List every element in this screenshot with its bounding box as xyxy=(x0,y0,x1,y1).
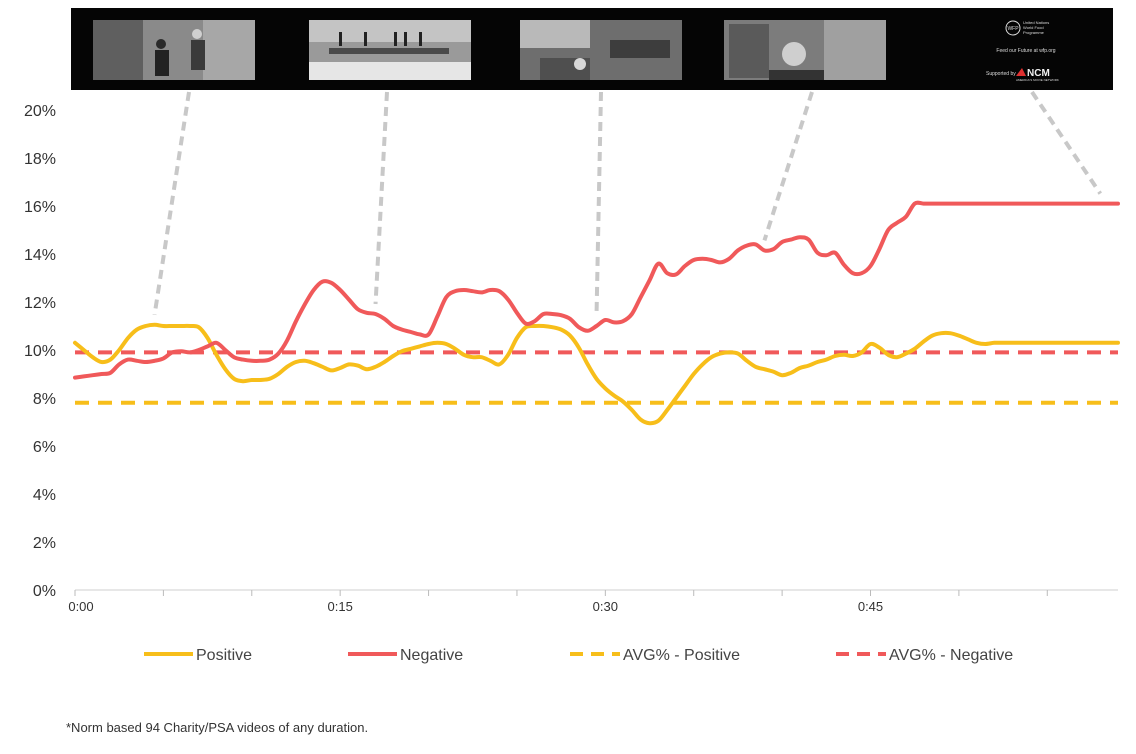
legend-item-negative: Negative xyxy=(348,647,463,664)
ncm-logo-subtext: AMERICA'S MOVIE NETWORK xyxy=(1016,78,1059,82)
frame-rubble-debris xyxy=(520,20,682,80)
frame-ruined-bridge xyxy=(309,20,471,80)
y-tick-label: 16% xyxy=(24,199,56,216)
y-tick-label: 12% xyxy=(24,295,56,312)
y-axis: 0% 2% 4% 6% 8% 10% 12% 14% 16% 18% 20% xyxy=(24,103,56,600)
wfp-org-line-3: Programme xyxy=(1023,30,1045,35)
legend-label-avg-positive: AVG% - Positive xyxy=(623,647,740,664)
y-tick-label: 0% xyxy=(33,583,56,600)
frame-connector xyxy=(373,91,389,305)
video-storyboard-strip: WFP United Nations World Food Programme … xyxy=(71,8,1113,90)
wfp-org-line-2: World Food xyxy=(1023,25,1044,30)
x-tick-label: 0:30 xyxy=(593,599,618,614)
wfp-tagline: Feed our Future at wfp.org xyxy=(996,48,1055,54)
ncm-logo-text: NCM xyxy=(1027,68,1050,79)
frame-satellite-dish-wall xyxy=(724,20,886,80)
wfp-org-line-1: United Nations xyxy=(1023,20,1049,25)
chart-legend: Positive Negative AVG% - Positive AVG% -… xyxy=(144,647,1013,664)
wfp-logo-icon xyxy=(1005,20,1021,36)
y-tick-label: 2% xyxy=(33,535,56,552)
y-tick-label: 18% xyxy=(24,151,56,168)
y-tick-label: 10% xyxy=(24,343,56,360)
legend-label-negative: Negative xyxy=(400,647,463,664)
frame-children-street xyxy=(93,20,255,80)
legend-item-avg-negative: AVG% - Negative xyxy=(836,647,1013,664)
frame-connectors xyxy=(152,90,1102,317)
x-tick-label: 0:00 xyxy=(68,599,93,614)
frame-connector xyxy=(152,91,191,316)
y-tick-label: 20% xyxy=(24,103,56,120)
ncm-flag-icon xyxy=(1016,68,1026,76)
footnote: *Norm based 94 Charity/PSA videos of any… xyxy=(66,720,369,735)
y-tick-label: 4% xyxy=(33,487,56,504)
legend-item-avg-positive: AVG% - Positive xyxy=(570,647,740,664)
frame-connector xyxy=(1030,90,1102,195)
frame-connector xyxy=(762,91,814,242)
y-tick-label: 8% xyxy=(33,391,56,408)
y-tick-label: 14% xyxy=(24,247,56,264)
series-layer xyxy=(73,200,1120,426)
series-line-negative xyxy=(73,200,1120,380)
legend-label-positive: Positive xyxy=(196,647,252,664)
legend-label-avg-negative: AVG% - Negative xyxy=(889,647,1013,664)
x-tick-label: 0:15 xyxy=(328,599,353,614)
end-card-frame: WFP United Nations World Food Programme … xyxy=(986,20,1059,82)
legend-item-positive: Positive xyxy=(144,647,252,664)
wfp-logo-text: WFP xyxy=(1007,26,1019,32)
frame-connector xyxy=(594,91,603,317)
series-line-positive xyxy=(73,322,1120,426)
y-tick-label: 6% xyxy=(33,439,56,456)
x-axis: 0:00 0:15 0:30 0:45 xyxy=(68,589,1118,614)
supported-by-label: Supported by xyxy=(986,71,1016,77)
x-tick-label: 0:45 xyxy=(858,599,883,614)
